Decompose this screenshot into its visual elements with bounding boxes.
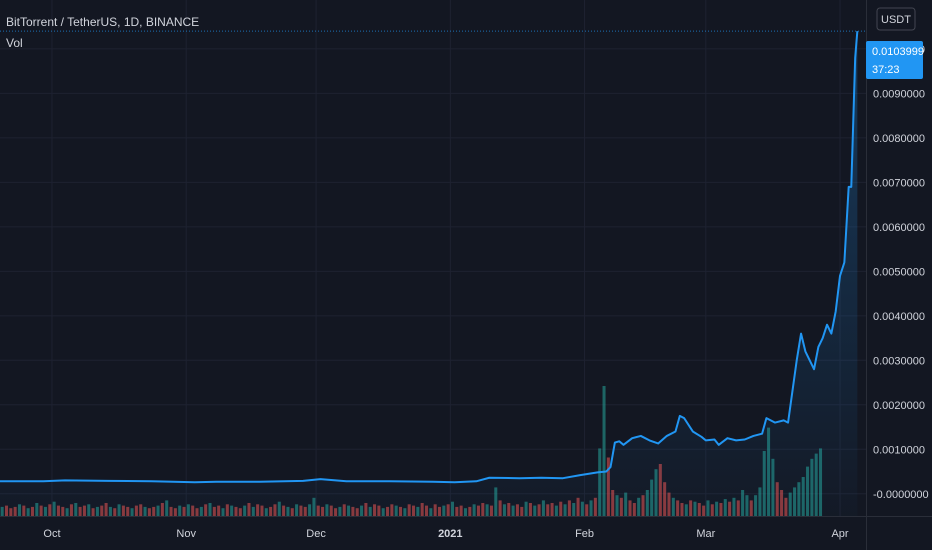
y-tick-label: 0.0020000 xyxy=(873,400,925,412)
last-price-tag: 0.0103999 37:23 xyxy=(866,41,924,79)
last-price-countdown: 37:23 xyxy=(872,64,900,76)
x-tick-label: Nov xyxy=(176,528,196,540)
time-axis[interactable]: Oct Nov Dec 2021 Feb Mar Apr xyxy=(0,516,932,541)
y-tick-label: 0.0010000 xyxy=(873,444,925,456)
last-price-tag-box xyxy=(866,41,923,79)
symbol-title[interactable]: BitTorrent / TetherUS, 1D, BINANCE xyxy=(6,15,199,29)
currency-button[interactable]: USDT xyxy=(876,7,916,31)
y-tick-label: 0.0080000 xyxy=(873,133,925,145)
y-tick-label: 0.0070000 xyxy=(873,177,925,189)
volume-legend-label[interactable]: Vol xyxy=(6,36,23,50)
price-area-fill xyxy=(0,31,858,516)
price-line xyxy=(0,31,859,484)
x-tick-label: Mar xyxy=(696,528,715,540)
price-line-group xyxy=(0,31,859,484)
currency-button-frame xyxy=(876,7,916,31)
y-tick-label: 0.0030000 xyxy=(873,355,925,367)
y-tick-label: 0.0050000 xyxy=(873,266,925,278)
price-area xyxy=(0,31,858,516)
x-tick-label: Apr xyxy=(831,528,848,540)
volume-bar xyxy=(602,386,606,516)
last-price-value: 0.0103999 xyxy=(872,46,924,58)
x-tick-label: Feb xyxy=(575,528,594,540)
x-tick-label: Oct xyxy=(43,528,60,540)
y-tick-label: 0.0040000 xyxy=(873,311,925,323)
x-tick-label: Dec xyxy=(306,528,326,540)
y-tick-label: -0.0000000 xyxy=(873,489,929,501)
x-tick-label: 2021 xyxy=(438,528,462,540)
y-tick-label: 0.0090000 xyxy=(873,88,925,100)
currency-label: USDT xyxy=(881,14,911,26)
y-tick-label: 0.0060000 xyxy=(873,222,925,234)
